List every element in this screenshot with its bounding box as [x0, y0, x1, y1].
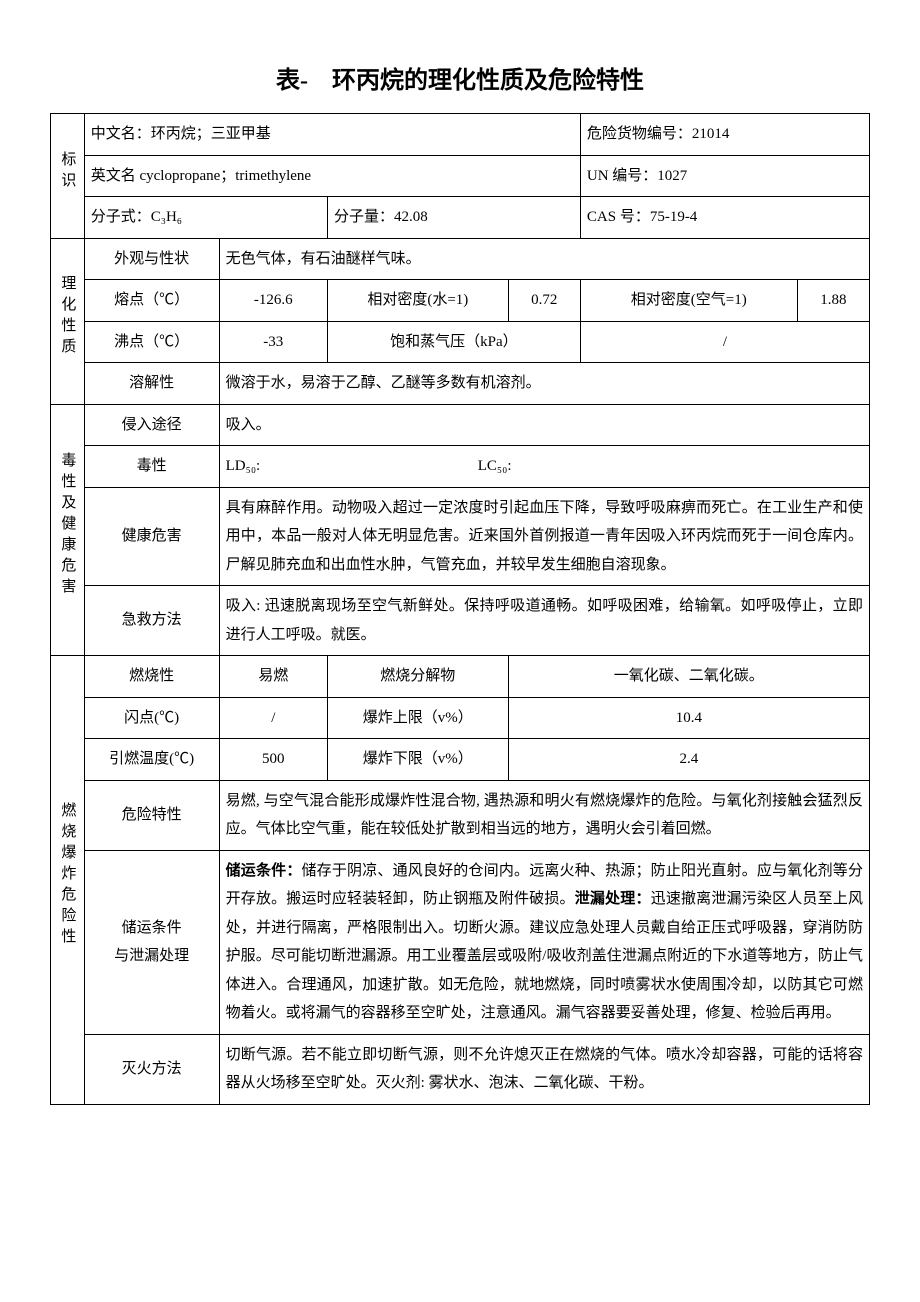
rd-air-value: 1.88	[797, 280, 869, 322]
cn-name: 中文名：环丙烷；三亚甲基	[84, 114, 580, 156]
uel-value: 10.4	[508, 697, 869, 739]
flash-label: 闪点(℃)	[84, 697, 219, 739]
mp-label: 熔点（℃）	[84, 280, 219, 322]
route-label: 侵入途径	[84, 404, 219, 446]
flash-value: /	[219, 697, 327, 739]
formula: 分子式：C₃H₆	[84, 197, 327, 239]
storage-value: 储运条件：储存于阴凉、通风良好的仓间内。远离火种、热源；防止阳光直射。应与氧化剂…	[219, 850, 869, 1034]
rd-water-value: 0.72	[508, 280, 580, 322]
appearance-value: 无色气体，有石油醚样气味。	[219, 238, 869, 280]
route-value: 吸入。	[219, 404, 869, 446]
hazard-code: 危险货物编号：21014	[580, 114, 869, 156]
ext-label: 灭火方法	[84, 1034, 219, 1104]
hazchar-value: 易燃, 与空气混合能形成爆炸性混合物, 遇热源和明火有燃烧爆炸的危险。与氧化剂接…	[219, 780, 869, 850]
vp-label: 饱和蒸气压（kPa）	[327, 321, 580, 363]
rd-air-label: 相对密度(空气=1)	[580, 280, 797, 322]
mp-value: -126.6	[219, 280, 327, 322]
lel-label: 爆炸下限（v%）	[327, 739, 508, 781]
properties-table: 标识 中文名：环丙烷；三亚甲基 危险货物编号：21014 英文名 cyclopr…	[50, 113, 870, 1105]
flam-label: 燃烧性	[84, 656, 219, 698]
tox-label: 毒性	[84, 446, 219, 488]
section-tox: 毒性及健康危害	[51, 404, 85, 656]
decomp-label: 燃烧分解物	[327, 656, 508, 698]
storage-bold1: 储运条件：	[226, 863, 302, 879]
ign-value: 500	[219, 739, 327, 781]
section-fire: 燃烧爆炸危险性	[51, 656, 85, 1105]
sol-label: 溶解性	[84, 363, 219, 405]
section-phys: 理化性质	[51, 238, 85, 404]
appearance-label: 外观与性状	[84, 238, 219, 280]
ld50-label: LD₅₀:	[226, 458, 261, 474]
firstaid-label: 急救方法	[84, 586, 219, 656]
storage-bold2: 泄漏处理：	[575, 891, 651, 907]
vp-value: /	[580, 321, 869, 363]
sol-value: 微溶于水，易溶于乙醇、乙醚等多数有机溶剂。	[219, 363, 869, 405]
un-number: UN 编号：1027	[580, 155, 869, 197]
rd-water-label: 相对密度(水=1)	[327, 280, 508, 322]
lc50-label: LC₅₀:	[478, 458, 512, 474]
firstaid-value: 吸入: 迅速脱离现场至空气新鲜处。保持呼吸道通畅。如呼吸困难，给输氧。如呼吸停止…	[219, 586, 869, 656]
lel-value: 2.4	[508, 739, 869, 781]
storage-label: 储运条件 与泄漏处理	[84, 850, 219, 1034]
molecular-weight: 分子量：42.08	[327, 197, 580, 239]
health-label: 健康危害	[84, 487, 219, 586]
storage-text2: 迅速撤离泄漏污染区人员至上风处，并进行隔离，严格限制出入。切断火源。建议应急处理…	[226, 891, 863, 1021]
section-ident: 标识	[51, 114, 85, 239]
en-name: 英文名 cyclopropane；trimethylene	[84, 155, 580, 197]
bp-label: 沸点（℃）	[84, 321, 219, 363]
cas-number: CAS 号：75-19-4	[580, 197, 869, 239]
bp-value: -33	[219, 321, 327, 363]
tox-value: LD₅₀: LC₅₀:	[219, 446, 869, 488]
decomp-value: 一氧化碳、二氧化碳。	[508, 656, 869, 698]
page-title: 表- 环丙烷的理化性质及危险特性	[50, 60, 870, 95]
flam-value: 易燃	[219, 656, 327, 698]
hazchar-label: 危险特性	[84, 780, 219, 850]
health-value: 具有麻醉作用。动物吸入超过一定浓度时引起血压下降，导致呼吸麻痹而死亡。在工业生产…	[219, 487, 869, 586]
uel-label: 爆炸上限（v%）	[327, 697, 508, 739]
ign-label: 引燃温度(℃)	[84, 739, 219, 781]
ext-value: 切断气源。若不能立即切断气源，则不允许熄灭正在燃烧的气体。喷水冷却容器，可能的话…	[219, 1034, 869, 1104]
